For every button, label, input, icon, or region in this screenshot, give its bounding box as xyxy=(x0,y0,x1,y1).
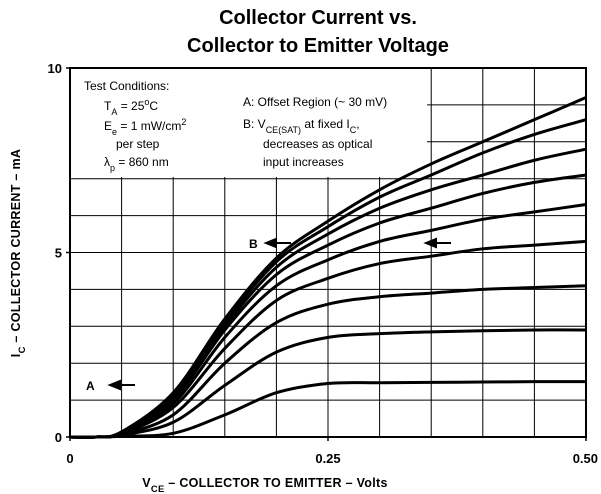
chart-title: Collector Current vs. xyxy=(219,7,417,29)
x-tick-label: 0.50 xyxy=(573,451,598,466)
text-part: 2 xyxy=(181,117,186,127)
text-part: input increases xyxy=(263,155,344,169)
text-part: – COLLECTOR CURRENT – mA xyxy=(9,149,23,347)
rich-text: A xyxy=(86,379,95,393)
text-part: I xyxy=(9,353,23,357)
text-part: λ xyxy=(104,155,110,169)
rich-text: TA = 25oC xyxy=(104,97,158,117)
arrows xyxy=(107,237,451,391)
text-part: E xyxy=(104,119,112,133)
text-part: p xyxy=(110,163,115,173)
text-part: = 860 nm xyxy=(115,155,169,169)
text-part: Test Conditions: xyxy=(84,79,169,93)
arrowhead xyxy=(107,379,121,391)
rich-text: decreases as optical xyxy=(263,137,372,151)
text-part: B: V xyxy=(243,117,266,131)
text-part: A xyxy=(111,107,117,117)
curve xyxy=(69,96,587,439)
y-tick-label: 5 xyxy=(55,246,62,261)
text-part: per step xyxy=(116,137,160,151)
y-tick-label: 10 xyxy=(48,61,62,76)
text-part: A xyxy=(86,379,95,393)
curves xyxy=(69,96,587,439)
rich-text: Ee = 1 mW/cm2 xyxy=(104,117,186,137)
arrowhead xyxy=(423,237,437,249)
rich-text: per step xyxy=(116,137,160,151)
chart-title: Collector to Emitter Voltage xyxy=(187,35,449,57)
rich-text: B xyxy=(249,237,258,251)
text-part: at fixed I xyxy=(301,117,350,131)
annotation-box xyxy=(71,69,427,177)
rich-text: input increases xyxy=(263,155,344,169)
text-part: – COLLECTOR TO EMITTER – Volts xyxy=(165,476,388,490)
rich-text: A: Offset Region (~ 30 mV) xyxy=(243,95,387,109)
text-part: , xyxy=(356,117,359,131)
y-tick-label: 0 xyxy=(55,430,62,445)
text-part: V xyxy=(142,476,151,490)
text-part: CE xyxy=(151,484,165,494)
rich-text: λp = 860 nm xyxy=(104,155,169,173)
text-part: = 25 xyxy=(117,99,144,113)
text-part: o xyxy=(144,97,149,107)
text-part: decreases as optical xyxy=(263,137,372,151)
text-part: C xyxy=(350,125,357,135)
rich-text: IC – COLLECTOR CURRENT – mA xyxy=(9,149,27,357)
text-part: = 1 mW/cm xyxy=(117,119,181,133)
x-tick-label: 0.25 xyxy=(315,451,340,466)
text-part: C xyxy=(17,346,27,353)
text-part: e xyxy=(112,127,117,137)
arrowhead xyxy=(263,237,277,249)
text-part: A: Offset Region (~ 30 mV) xyxy=(243,95,387,109)
rich-text: VCE – COLLECTOR TO EMITTER – Volts xyxy=(142,476,387,494)
text-part: CE(SAT) xyxy=(266,125,301,135)
rich-text: Test Conditions: xyxy=(84,79,169,93)
x-tick-label: 0 xyxy=(66,451,73,466)
text-part: T xyxy=(104,99,112,113)
text-part: C xyxy=(149,99,158,113)
text-part: B xyxy=(249,237,258,251)
rich-text: B: VCE(SAT) at fixed IC, xyxy=(243,117,360,135)
